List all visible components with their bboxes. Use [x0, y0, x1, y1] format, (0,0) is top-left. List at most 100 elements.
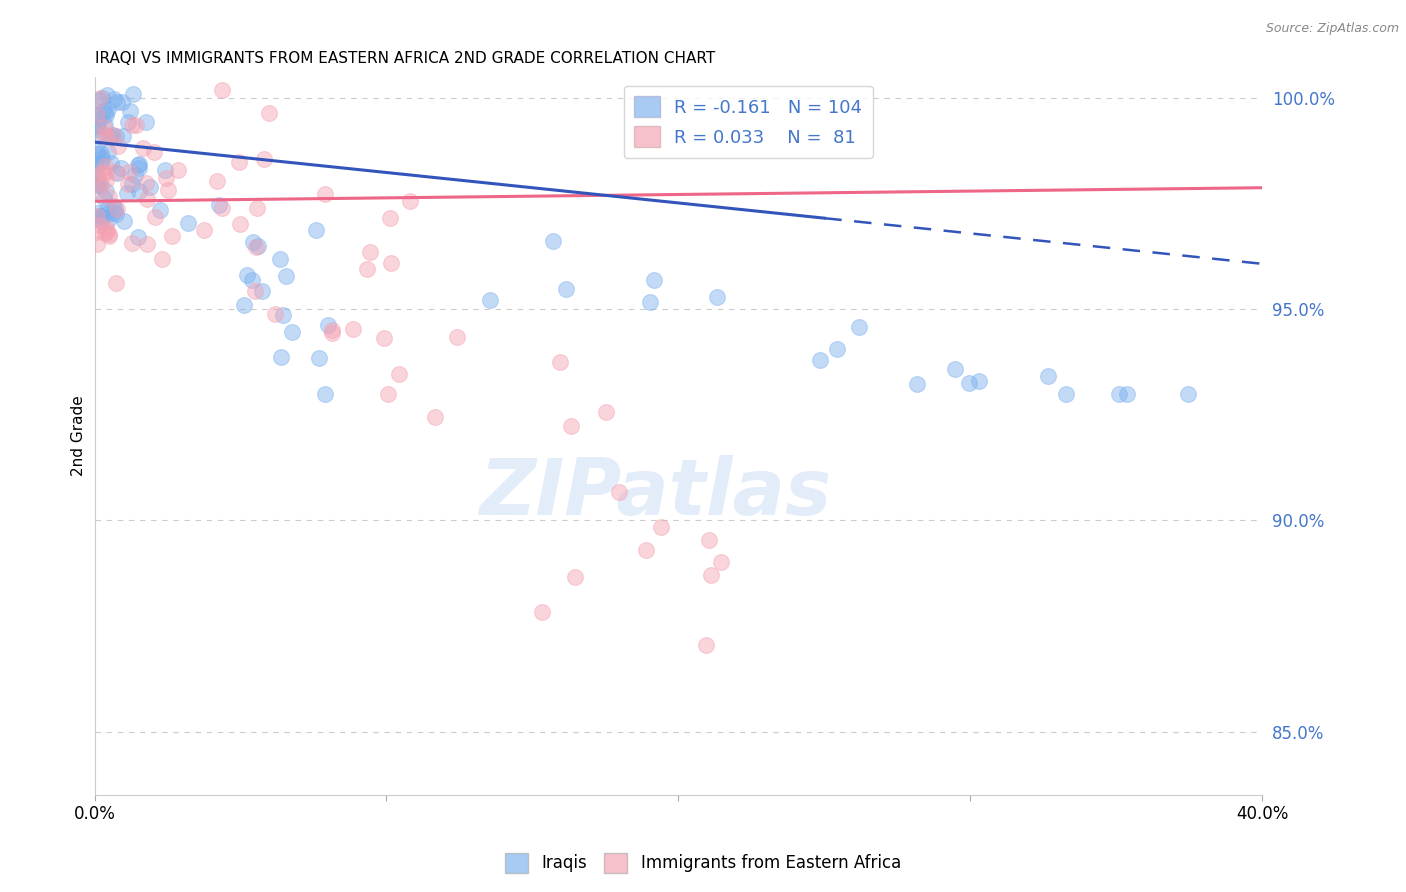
Point	[98, 190, 121, 204]
Point	[90, 156, 112, 170]
Point	[560, 419, 582, 434]
Legend: Iraqis, Immigrants from Eastern Africa: Iraqis, Immigrants from Eastern Africa	[498, 847, 908, 880]
Point	[87, 112, 110, 127]
Text: Source: ZipAtlas.com: Source: ZipAtlas.com	[1265, 22, 1399, 36]
Point	[193, 223, 215, 237]
Point	[105, 202, 128, 216]
Point	[252, 152, 274, 166]
Point	[96, 202, 118, 216]
Point	[96, 88, 118, 103]
Point	[94, 108, 117, 122]
Point	[93, 104, 115, 119]
Point	[607, 485, 630, 500]
Point	[104, 128, 127, 143]
Point	[96, 129, 118, 144]
Point	[263, 307, 285, 321]
Point	[595, 405, 617, 419]
Point	[246, 201, 269, 215]
Point	[709, 555, 731, 569]
Point	[1038, 369, 1060, 384]
Point	[94, 226, 117, 240]
Point	[89, 91, 111, 105]
Point	[232, 297, 254, 311]
Point	[96, 224, 118, 238]
Legend: R = -0.161   N = 104, R = 0.033    N =  81: R = -0.161 N = 104, R = 0.033 N = 81	[624, 86, 873, 158]
Point	[695, 638, 717, 652]
Point	[281, 326, 304, 340]
Point	[86, 107, 108, 121]
Point	[86, 237, 108, 252]
Point	[697, 533, 720, 547]
Point	[121, 118, 143, 132]
Point	[207, 174, 229, 188]
Point	[138, 180, 160, 194]
Point	[128, 157, 150, 171]
Point	[135, 176, 157, 190]
Point	[105, 95, 128, 109]
Point	[271, 309, 294, 323]
Point	[94, 166, 117, 180]
Point	[957, 376, 980, 391]
Point	[89, 218, 111, 232]
Point	[808, 353, 831, 368]
Point	[211, 201, 233, 215]
Point	[132, 141, 155, 155]
Point	[211, 83, 233, 97]
Point	[228, 155, 250, 169]
Point	[104, 202, 127, 216]
Point	[1108, 386, 1130, 401]
Point	[399, 194, 422, 209]
Point	[84, 184, 107, 198]
Point	[643, 273, 665, 287]
Point	[97, 102, 120, 116]
Point	[94, 106, 117, 120]
Point	[86, 119, 108, 133]
Point	[101, 128, 124, 142]
Point	[124, 118, 146, 132]
Point	[308, 351, 330, 365]
Point	[321, 323, 343, 337]
Point	[135, 115, 157, 129]
Point	[90, 213, 112, 227]
Point	[530, 605, 553, 619]
Point	[274, 268, 297, 283]
Point	[96, 207, 118, 221]
Point	[117, 186, 139, 200]
Point	[554, 282, 576, 296]
Point	[848, 319, 870, 334]
Point	[117, 114, 139, 128]
Point	[314, 186, 336, 201]
Point	[104, 276, 127, 290]
Point	[121, 177, 143, 191]
Point	[321, 326, 343, 341]
Point	[124, 168, 146, 182]
Point	[157, 183, 180, 197]
Point	[104, 164, 127, 178]
Point	[110, 95, 132, 109]
Point	[270, 351, 292, 365]
Point	[638, 295, 661, 310]
Point	[314, 386, 336, 401]
Point	[359, 244, 381, 259]
Point	[377, 387, 399, 401]
Point	[94, 159, 117, 173]
Point	[117, 178, 139, 192]
Point	[103, 204, 125, 219]
Point	[93, 127, 115, 141]
Point	[245, 240, 267, 254]
Point	[90, 177, 112, 191]
Point	[149, 202, 172, 217]
Point	[342, 322, 364, 336]
Point	[86, 176, 108, 190]
Point	[84, 177, 107, 191]
Point	[87, 169, 110, 184]
Point	[160, 228, 183, 243]
Point	[269, 252, 291, 266]
Point	[121, 236, 143, 251]
Point	[166, 162, 188, 177]
Point	[90, 146, 112, 161]
Point	[84, 225, 107, 239]
Point	[127, 158, 149, 172]
Point	[97, 145, 120, 160]
Point	[827, 342, 849, 356]
